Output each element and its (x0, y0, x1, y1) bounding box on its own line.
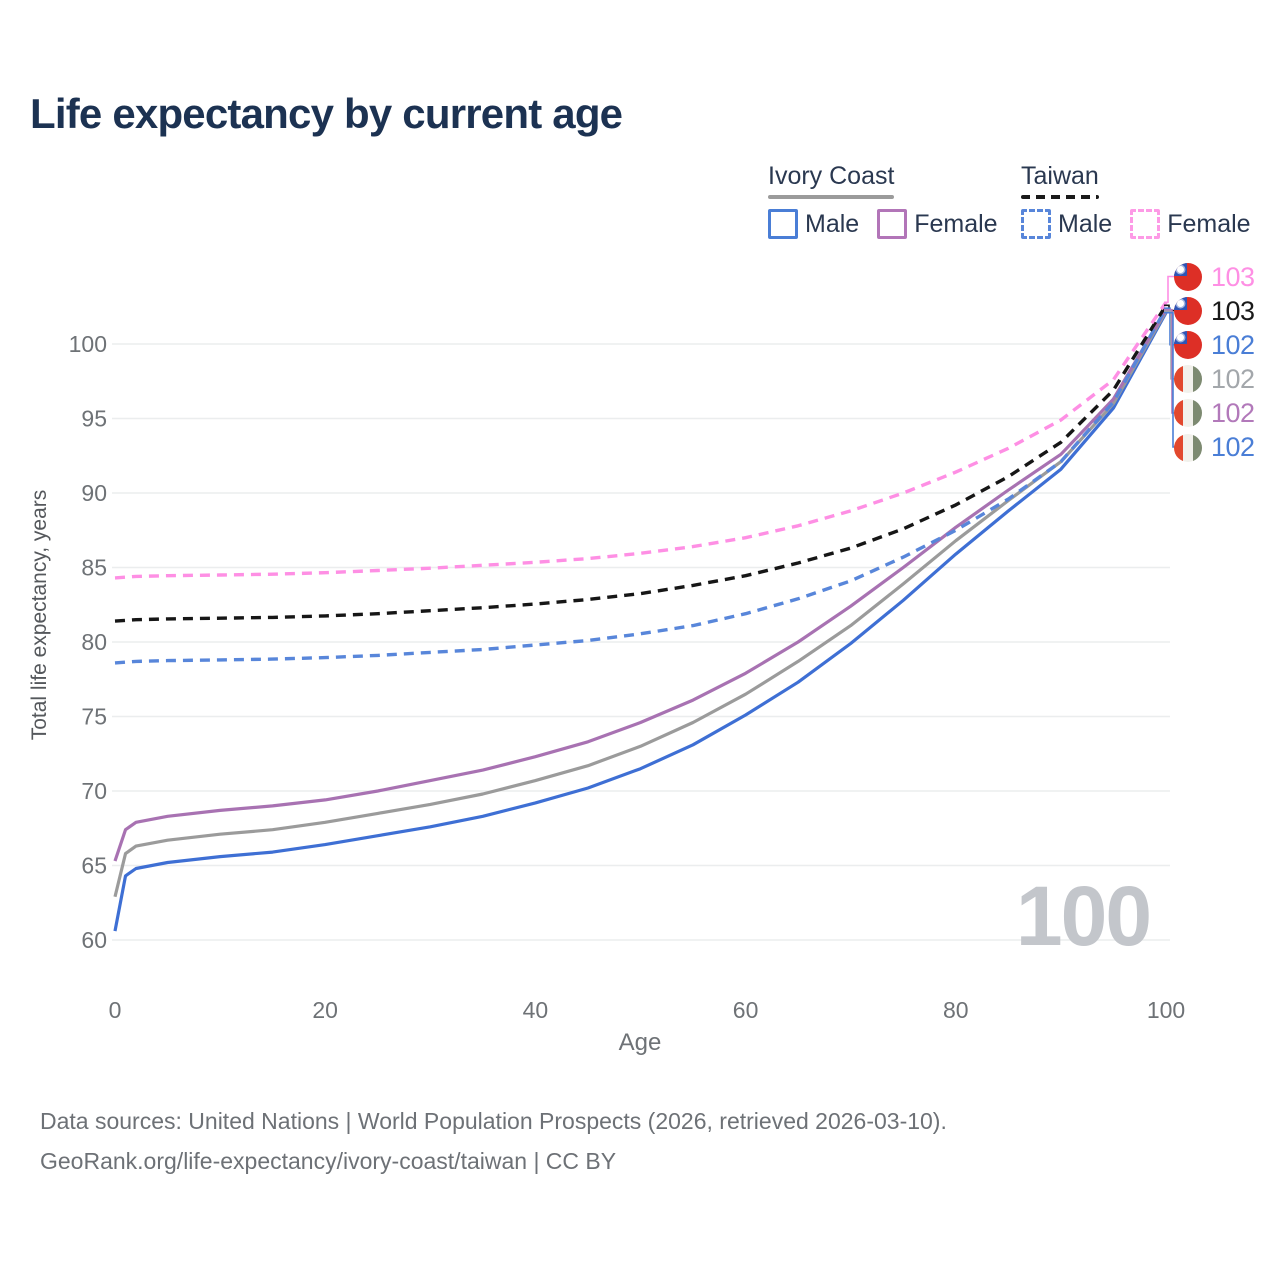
legend-country-label: Ivory Coast (768, 162, 895, 190)
y-tick-label: 85 (81, 555, 107, 581)
y-tick-label: 60 (81, 927, 107, 953)
legend-item-ivory-coast-male[interactable]: Male (768, 209, 859, 239)
legend-item-taiwan-female[interactable]: Female (1130, 209, 1251, 239)
solid-square-swatch-icon (768, 209, 798, 239)
x-tick-label: 20 (312, 997, 338, 1023)
x-tick-label: 40 (523, 997, 549, 1023)
x-tick-label: 100 (1147, 997, 1185, 1023)
legend-item-label: Male (1058, 209, 1113, 238)
dashed-square-swatch-icon (1130, 209, 1161, 239)
end-value-row-taiwan-female: 103 (1174, 261, 1255, 292)
y-tick-label: 90 (81, 480, 107, 506)
end-value-row-taiwan: 103 (1174, 295, 1255, 326)
legend-item-taiwan-male[interactable]: Male (1021, 209, 1112, 239)
legend-group-taiwan: Taiwan Male Female (1021, 162, 1251, 239)
dashed-square-swatch-icon (1021, 209, 1051, 239)
end-value-row-ivory-coast-male: 102 (1174, 432, 1255, 462)
series-line-ivory-coast-male (113, 311, 1168, 932)
legend-country-label: Taiwan (1021, 162, 1099, 190)
x-tick-label: 80 (943, 997, 969, 1023)
ivory-coast-flag-icon (1174, 433, 1202, 462)
taiwan-flag-icon (1174, 297, 1202, 326)
end-value-label: 102 (1211, 329, 1255, 360)
attribution-line: GeoRank.org/life-expectancy/ivory-coast/… (40, 1148, 617, 1174)
legend-group-ivory-coast: Ivory Coast Male Female (768, 162, 998, 239)
solid-line-swatch-icon (768, 195, 895, 199)
y-tick-label: 75 (81, 704, 107, 730)
series-line-taiwan-female (114, 301, 1168, 580)
x-tick-label: 0 (109, 997, 122, 1023)
data-sources-line: Data sources: United Nations | World Pop… (40, 1108, 947, 1134)
age-watermark: 100 (1016, 869, 1150, 963)
series-line-ivory-coast-female (113, 308, 1168, 862)
end-value-row-ivory-coast: 102 (1174, 363, 1255, 394)
end-value-label: 102 (1211, 432, 1255, 462)
y-axis-title: Total life expectancy, years (28, 490, 51, 741)
legend-country-header: Ivory Coast (768, 162, 895, 199)
y-tick-label: 65 (81, 853, 107, 879)
series-line-taiwan-male (114, 307, 1168, 665)
dashed-line-swatch-icon (1021, 195, 1099, 199)
taiwan-flag-icon (1174, 331, 1202, 360)
x-tick-label: 60 (733, 997, 759, 1023)
page-title: Life expectancy by current age (30, 90, 623, 137)
series-line-taiwan (114, 304, 1168, 623)
end-value-label: 103 (1211, 261, 1255, 292)
solid-square-swatch-icon (877, 209, 908, 239)
end-value-row-taiwan-male: 102 (1174, 329, 1255, 360)
y-tick-label: 70 (81, 778, 107, 804)
ivory-coast-flag-icon (1174, 399, 1202, 428)
x-axis-title: Age (619, 1029, 662, 1056)
y-tick-label: 80 (81, 629, 107, 655)
taiwan-flag-icon (1174, 263, 1202, 291)
y-tick-label: 95 (81, 406, 107, 432)
legend-country-header: Taiwan (1021, 162, 1099, 199)
end-label-connector (1164, 275, 1177, 304)
legend-item-label: Female (1167, 209, 1251, 238)
end-value-row-ivory-coast-female: 102 (1174, 397, 1255, 428)
legend-item-label: Male (805, 209, 860, 238)
series-line-ivory-coast (113, 310, 1168, 898)
legend-item-label: Female (914, 209, 998, 238)
legend-item-ivory-coast-female[interactable]: Female (877, 209, 998, 239)
end-value-label: 103 (1211, 295, 1255, 326)
y-tick-label: 100 (69, 331, 107, 357)
end-value-label: 102 (1211, 363, 1255, 394)
ivory-coast-flag-icon (1174, 365, 1202, 394)
end-value-label: 102 (1211, 397, 1255, 428)
